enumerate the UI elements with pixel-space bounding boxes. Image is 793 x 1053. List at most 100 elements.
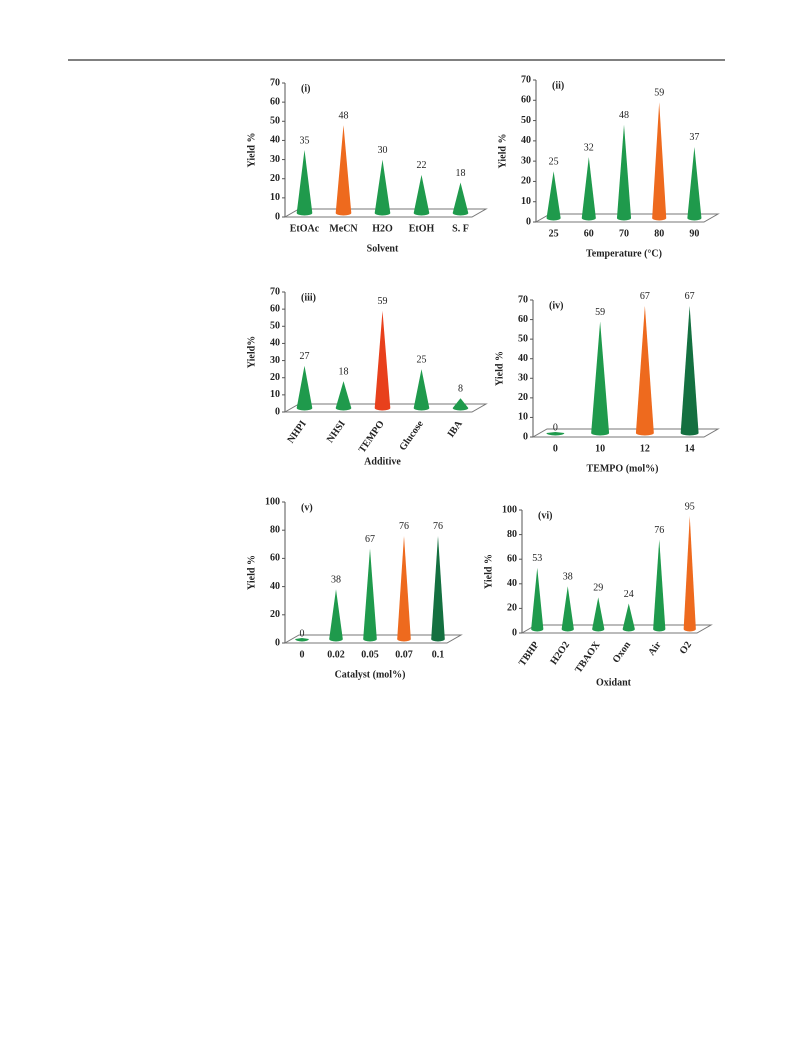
x-tick-label: 0 <box>300 649 305 660</box>
cone <box>622 603 635 632</box>
value-label: 48 <box>339 110 349 121</box>
y-tick-label: 20 <box>518 392 528 403</box>
y-tick-label: 30 <box>270 154 280 165</box>
value-label: 48 <box>619 110 629 121</box>
y-tick-label: 0 <box>275 406 280 417</box>
x-tick-label: 0.1 <box>432 649 445 660</box>
y-tick-label: 60 <box>518 314 528 325</box>
x-tick-label: 0.07 <box>395 649 413 660</box>
x-tick-label: TBHP <box>517 640 542 669</box>
cone <box>561 586 574 632</box>
cone <box>397 535 411 642</box>
y-tick-label: 30 <box>518 373 528 384</box>
x-tick-label: Air <box>646 639 664 658</box>
y-tick-label: 10 <box>270 192 280 203</box>
y-axis-title: Yield % <box>483 554 494 589</box>
value-label: 18 <box>339 366 349 377</box>
value-label: 30 <box>378 145 388 156</box>
cone <box>413 174 430 216</box>
value-label: 53 <box>532 553 542 564</box>
x-tick-label: 12 <box>640 443 650 454</box>
value-label: 25 <box>549 157 559 168</box>
x-tick-label: H2O <box>372 223 393 234</box>
x-tick-label: 80 <box>654 228 664 239</box>
y-axis-title: Yield % <box>246 555 257 590</box>
value-label: 32 <box>584 142 594 153</box>
panel-label: (ii) <box>552 80 564 91</box>
cone <box>635 305 654 436</box>
value-label: 18 <box>456 168 466 179</box>
x-tick-label: 60 <box>584 228 594 239</box>
y-tick-label: 0 <box>275 211 280 222</box>
value-label: 0 <box>300 628 305 639</box>
x-tick-label: O2 <box>678 640 694 657</box>
cone <box>652 102 667 221</box>
value-label: 24 <box>624 589 634 600</box>
y-tick-label: 60 <box>270 553 280 564</box>
value-label: 59 <box>595 307 605 318</box>
cone <box>680 305 699 436</box>
y-axis-title: Yield % <box>494 351 505 386</box>
x-axis-title: Catalyst (mol%) <box>335 669 406 680</box>
cone <box>335 125 352 216</box>
panel-label: (iv) <box>549 300 563 311</box>
x-tick-label: 70 <box>619 228 629 239</box>
value-label: 27 <box>300 351 310 362</box>
x-tick-label: 25 <box>549 228 559 239</box>
value-label: 22 <box>417 160 427 171</box>
x-axis-title: Additive <box>364 456 401 467</box>
y-tick-label: 0 <box>512 627 517 638</box>
x-tick-label: Oxon <box>611 639 634 665</box>
x-axis-title: Solvent <box>367 243 399 254</box>
cone <box>687 146 702 221</box>
y-tick-label: 60 <box>270 96 280 107</box>
cone <box>452 182 469 216</box>
x-tick-label: 0.02 <box>327 649 345 660</box>
value-label: 38 <box>331 575 341 586</box>
y-axis-title: Yield % <box>497 134 508 169</box>
value-label: 37 <box>689 132 699 143</box>
x-tick-label: S. F <box>452 223 469 234</box>
cone <box>431 535 445 642</box>
cone <box>653 539 666 632</box>
y-tick-label: 30 <box>270 355 280 366</box>
panel-label: (i) <box>301 83 310 94</box>
cone <box>296 150 313 216</box>
x-tick-label: MeCN <box>329 223 358 234</box>
value-label: 95 <box>685 501 695 512</box>
y-tick-label: 70 <box>521 74 531 85</box>
value-label: 59 <box>654 88 664 99</box>
cone <box>363 548 377 642</box>
x-axis-title: Oxidant <box>596 677 632 688</box>
x-axis-title: TEMPO (mol%) <box>587 463 659 474</box>
cone <box>413 369 430 411</box>
y-tick-label: 20 <box>270 372 280 383</box>
y-tick-label: 20 <box>521 176 531 187</box>
y-tick-label: 40 <box>270 338 280 349</box>
y-tick-label: 50 <box>521 115 531 126</box>
value-label: 76 <box>654 525 664 536</box>
cone <box>295 638 309 642</box>
value-label: 35 <box>300 135 310 146</box>
cone <box>335 381 352 411</box>
y-tick-label: 60 <box>521 95 531 106</box>
y-tick-label: 80 <box>270 524 280 535</box>
cone <box>374 310 391 411</box>
x-tick-label: NHPI <box>285 419 308 446</box>
y-axis-title: Yield % <box>246 133 257 168</box>
panel-label: (v) <box>301 502 313 513</box>
cone <box>546 432 565 436</box>
y-tick-label: 40 <box>270 581 280 592</box>
x-tick-label: 0.05 <box>361 649 379 660</box>
cone <box>592 597 605 632</box>
cone <box>531 567 544 632</box>
y-tick-label: 10 <box>521 196 531 207</box>
floor <box>520 624 713 634</box>
value-label: 67 <box>640 291 650 302</box>
y-tick-label: 0 <box>526 216 531 227</box>
x-tick-label: 0 <box>553 443 558 454</box>
cone <box>329 589 343 642</box>
x-tick-label: TEMPO <box>357 419 387 456</box>
value-label: 76 <box>399 521 409 532</box>
